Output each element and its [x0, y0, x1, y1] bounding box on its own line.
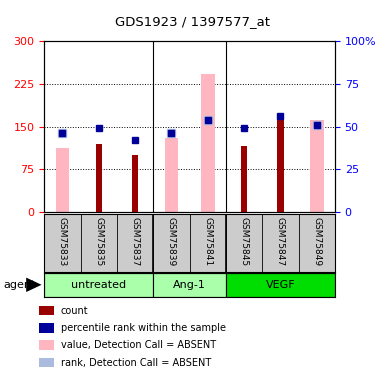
Bar: [201, 74, 215, 212]
Text: value, Detection Call = ABSENT: value, Detection Call = ABSENT: [60, 340, 216, 350]
Text: VEGF: VEGF: [266, 280, 295, 290]
Text: GSM75849: GSM75849: [312, 217, 321, 266]
Polygon shape: [26, 278, 42, 292]
Text: rank, Detection Call = ABSENT: rank, Detection Call = ABSENT: [60, 358, 211, 368]
Bar: [44, 273, 153, 297]
Text: percentile rank within the sample: percentile rank within the sample: [60, 323, 226, 333]
Text: GSM75839: GSM75839: [167, 217, 176, 266]
Text: GSM75841: GSM75841: [203, 217, 212, 266]
Text: GDS1923 / 1397577_at: GDS1923 / 1397577_at: [115, 15, 270, 28]
Bar: [241, 147, 248, 212]
Text: GSM75845: GSM75845: [239, 217, 249, 266]
Bar: [38, 306, 54, 315]
Bar: [38, 323, 54, 333]
Bar: [38, 340, 54, 350]
Text: agent: agent: [4, 280, 36, 290]
Bar: [55, 148, 69, 212]
Bar: [310, 120, 324, 212]
Bar: [153, 273, 226, 297]
Bar: [277, 116, 284, 212]
Text: Ang-1: Ang-1: [173, 280, 206, 290]
Bar: [95, 144, 102, 212]
Text: GSM75847: GSM75847: [276, 217, 285, 266]
Bar: [226, 273, 335, 297]
Text: count: count: [60, 306, 88, 315]
Text: GSM75833: GSM75833: [58, 217, 67, 266]
Bar: [132, 155, 138, 212]
Bar: [38, 358, 54, 368]
Text: untreated: untreated: [71, 280, 126, 290]
Bar: [164, 138, 178, 212]
Text: GSM75835: GSM75835: [94, 217, 103, 266]
Text: GSM75837: GSM75837: [131, 217, 140, 266]
